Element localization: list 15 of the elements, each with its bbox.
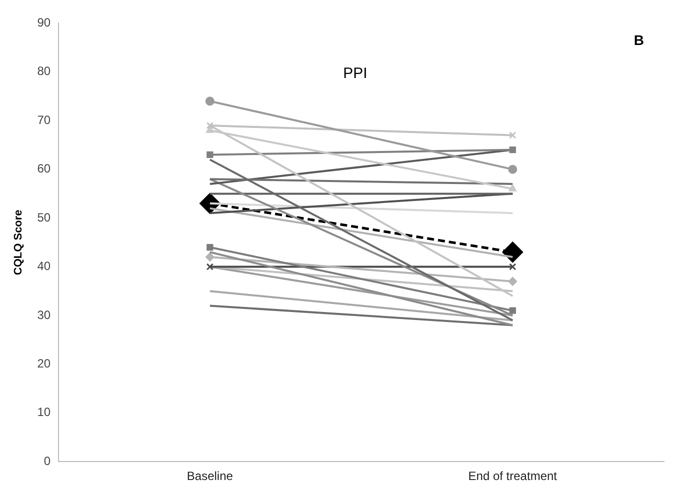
y-tick-label: 40 (37, 259, 51, 274)
y-tick-label: 30 (37, 308, 51, 322)
y-tick-label: 20 (37, 356, 51, 370)
text: PPI (343, 65, 368, 82)
y-tick-label: 90 (37, 16, 51, 30)
x-tick-label: End of treatment (468, 469, 558, 484)
annotation: B (634, 32, 644, 48)
y-axis-title: CQLQ Score (12, 210, 25, 276)
y-tick-label: 0 (44, 454, 51, 468)
y-tick-label: 70 (37, 112, 51, 127)
y-tick-label: 10 (37, 405, 51, 420)
x-tick-label: Baseline (186, 469, 234, 484)
y-tick-label: 60 (37, 162, 51, 176)
y-tick-label: 80 (37, 64, 51, 78)
y-tick-label: 50 (37, 210, 51, 224)
